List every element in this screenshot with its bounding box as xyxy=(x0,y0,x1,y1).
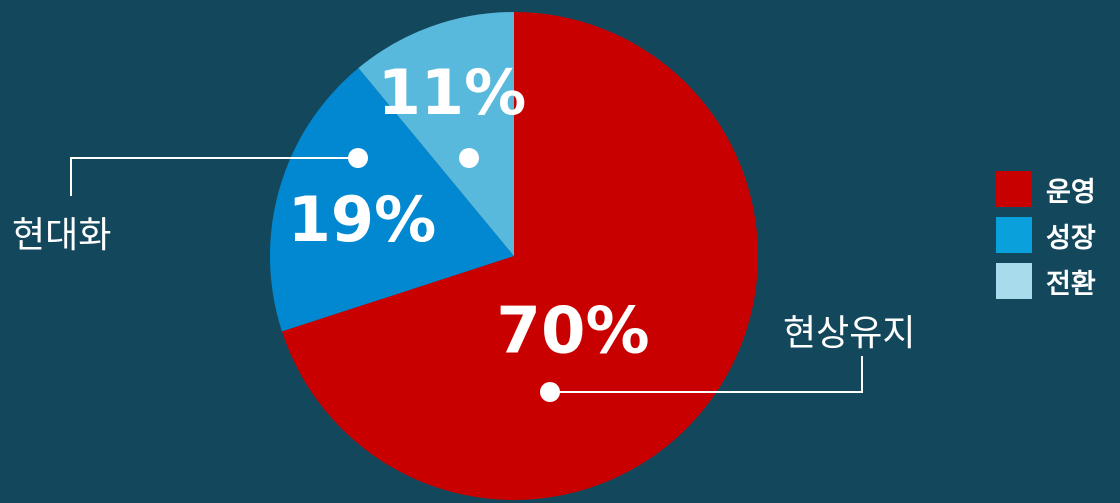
legend-label-operate: 운영 xyxy=(1046,176,1096,208)
callout-line-maintain xyxy=(550,356,863,393)
legend-swatch-transform xyxy=(996,263,1032,299)
percent-label-transform: 11% xyxy=(378,56,526,129)
pie-slice-grow xyxy=(269,67,514,332)
legend-item-grow: 성장 xyxy=(996,216,1120,254)
callout-dots xyxy=(348,148,560,402)
legend-swatch-operate xyxy=(996,171,1032,207)
callout-lines xyxy=(70,157,863,393)
percent-label-grow: 19% xyxy=(288,183,436,256)
pie-slices xyxy=(269,11,758,500)
legend-label-grow: 성장 xyxy=(1046,222,1096,254)
callout-line-modernize xyxy=(70,157,358,196)
dot-grow xyxy=(348,148,368,168)
pie-slice-operate xyxy=(281,12,758,500)
legend-item-transform: 전환 xyxy=(996,262,1120,300)
legend-item-operate: 운영 xyxy=(996,170,1120,208)
callout-label-modernize: 현대화 xyxy=(12,215,111,256)
legend-label-transform: 전환 xyxy=(1046,268,1096,300)
percent-labels: 11% 19% 70% xyxy=(288,56,650,368)
legend: 운영 성장 전환 xyxy=(996,170,1120,308)
callout-labels: 현대화 현상유지 xyxy=(12,215,915,354)
callout-label-maintain: 현상유지 xyxy=(783,313,915,354)
pie-slice-transform xyxy=(358,11,514,256)
dot-operate xyxy=(540,382,560,402)
dot-transform xyxy=(459,148,479,168)
legend-swatch-grow xyxy=(996,217,1032,253)
percent-label-operate: 70% xyxy=(496,295,649,369)
